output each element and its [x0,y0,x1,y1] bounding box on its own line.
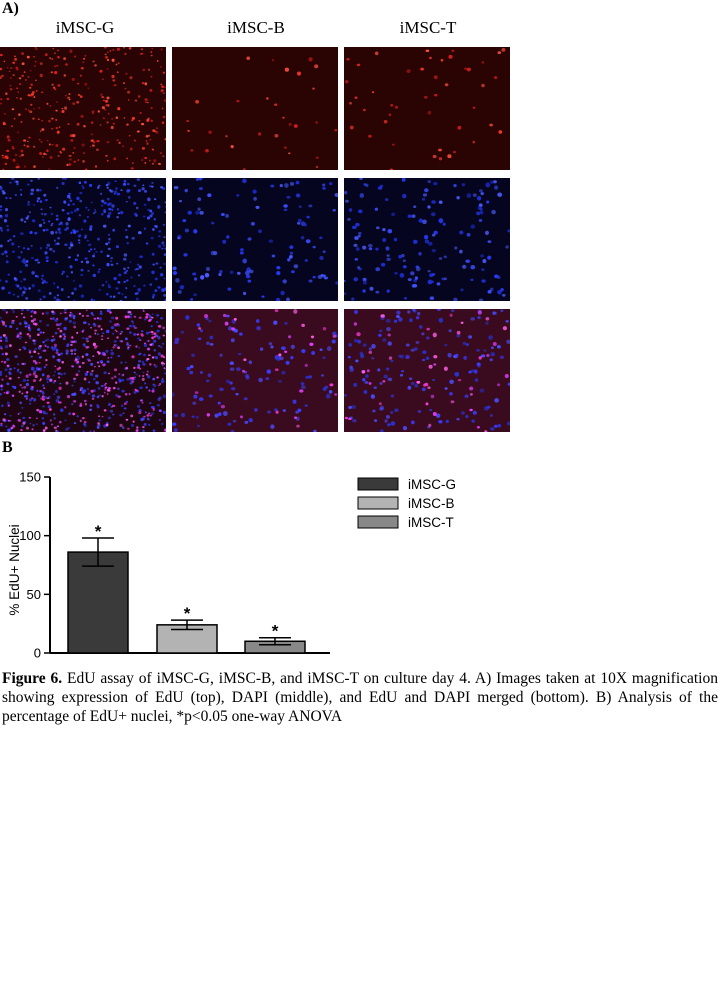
legend-label: iMSC-B [408,496,455,511]
figure-label: Figure 6. [2,670,63,687]
y-tick-label: 50 [27,587,41,602]
column-title-imsc-b: iMSC-B [227,18,285,37]
edu-bar-chart: 0 50 100 150 % EdU+ Nuclei * * * iMSC-G iMSC-B iMS… [7,470,456,661]
micrograph-imsc-t-edu [344,47,510,170]
micrograph-imsc-g-edu [0,47,166,170]
column-title-imsc-t: iMSC-T [399,18,457,37]
micrograph-imsc-t-merged [344,309,510,432]
significance-marker: * [272,622,279,641]
caption-text: EdU assay of iMSC-G, iMSC-B, and iMSC-T … [2,670,718,725]
micrograph-imsc-t-dapi [344,178,510,301]
micrograph-imsc-g-merged [0,309,166,432]
significance-marker: * [184,604,191,623]
legend-swatch [357,515,399,529]
y-tick-label: 150 [19,470,41,485]
panel-a-label: A) [2,0,19,17]
column-title-imsc-g: iMSC-G [55,18,115,37]
legend-label: iMSC-G [408,477,456,492]
y-tick-label: 100 [19,528,41,543]
panel-b-label: B [2,439,13,456]
legend-swatch [357,496,399,510]
micrograph-imsc-b-dapi [172,178,338,301]
micrograph-imsc-b-edu [172,47,338,170]
legend-swatch [357,477,399,491]
y-axis-label: % EdU+ Nuclei [7,524,22,615]
micrograph-imsc-g-dapi [0,178,166,301]
micrograph-imsc-b-merged [172,309,338,432]
significance-marker: * [95,522,102,541]
y-tick-label: 0 [34,646,41,661]
bar-imsc-g [67,551,129,654]
figure-caption: Figure 6. EdU assay of iMSC-G, iMSC-B, a… [2,669,718,726]
legend-label: iMSC-T [408,515,454,530]
